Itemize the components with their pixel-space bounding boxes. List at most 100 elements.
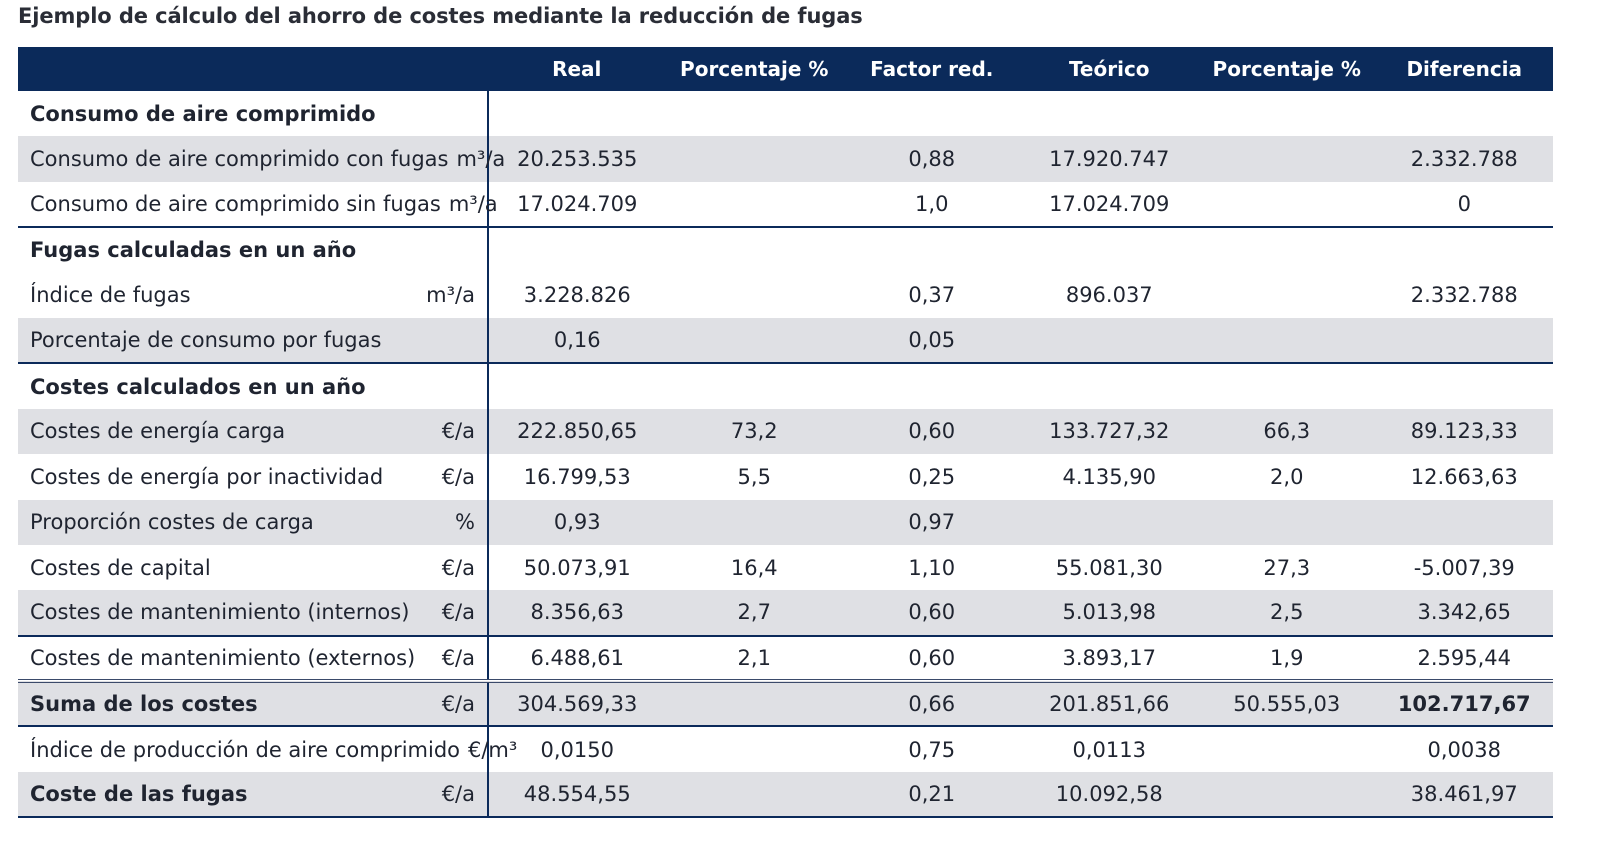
cell-real: 16.799,53 <box>488 454 666 500</box>
table-row: Proporción costes de carga% 0,93 0,97 <box>18 499 1553 545</box>
cell-factor <box>843 227 1021 273</box>
row-label: Porcentaje de consumo por fugas <box>30 328 382 353</box>
cell-percent-real <box>665 771 843 819</box>
cell-theoretical: 133.727,32 <box>1020 408 1198 455</box>
row-label-cell: Suma de los costes €/a <box>18 679 489 727</box>
cell-factor: 0,97 <box>843 499 1021 545</box>
cell-factor: 0,25 <box>843 454 1021 500</box>
cell-factor: 0,21 <box>843 771 1021 819</box>
table-row: Costes de capital €/a 50.073,91 16,4 1,10… <box>18 544 1553 591</box>
cell-difference: 89.123,33 <box>1375 408 1553 455</box>
cell-factor: 1,10 <box>843 544 1021 591</box>
header-cell-difference: Diferencia <box>1406 57 1523 81</box>
row-label: Coste de las fugas <box>30 782 248 807</box>
row-unit: m³/a <box>448 191 498 216</box>
cell-percent-real <box>665 227 843 273</box>
cell-difference: 2.595,44 <box>1375 635 1553 682</box>
cell-percent-real: 2,1 <box>665 635 843 682</box>
table-row: Porcentaje de consumo por fugas 0,16 0,0… <box>18 317 1553 365</box>
cell-real: 48.554,55 <box>488 771 666 819</box>
cell-theoretical: 3.893,17 <box>1020 635 1198 682</box>
cell-factor: 1,0 <box>843 181 1021 229</box>
cell-percent-theoretical: 27,3 <box>1198 544 1376 591</box>
row-label: Costes calculados en un año <box>30 374 366 399</box>
row-label: Costes de energía carga <box>30 419 286 444</box>
sum-row: Suma de los costes €/a 304.569,33 0,66 20… <box>18 679 1553 727</box>
cell-theoretical: 0,0113 <box>1020 725 1198 772</box>
cell-theoretical <box>1020 499 1198 545</box>
cell-percent-theoretical <box>1198 181 1376 229</box>
row-label: Proporción costes de carga <box>30 510 314 535</box>
cell-real: 0,93 <box>488 499 666 545</box>
cell-difference: 2.332.788 <box>1375 272 1553 318</box>
cell-factor: 0,66 <box>843 679 1021 727</box>
row-label-cell: Costes de mantenimiento (internos) €/a <box>18 590 489 637</box>
cell-percent-theoretical <box>1198 771 1376 819</box>
cell-percent-theoretical: 2,0 <box>1198 454 1376 500</box>
cell-real: 222.850,65 <box>488 408 666 455</box>
cell-difference: 0,0038 <box>1375 725 1553 772</box>
table-row: Índice de fugas m³/a 3.228.826 0,37 896.0… <box>18 272 1553 318</box>
cell-real <box>488 363 666 409</box>
cell-factor <box>843 363 1021 409</box>
cell-difference: 3.342,65 <box>1375 590 1553 637</box>
row-label: Consumo de aire comprimido con fugas <box>30 147 449 172</box>
row-label-cell: Costes de energía carga €/a <box>18 408 489 455</box>
cell-theoretical: 896.037 <box>1020 272 1198 318</box>
row-label: Costes de mantenimiento (externos) <box>30 645 416 670</box>
cost-savings-table: Real Porcentaje % Factor red. Teórico Po… <box>18 47 1553 819</box>
cell-difference <box>1375 499 1553 545</box>
table-row: Costes de energía carga €/a 222.850,65 73… <box>18 408 1553 455</box>
header-cell-factor: Factor red. <box>870 57 994 81</box>
header-cell-percent-theoretical: Porcentaje % <box>1212 57 1361 81</box>
cell-theoretical: 10.092,58 <box>1020 771 1198 819</box>
cell-percent-real <box>665 91 843 137</box>
row-unit: €/a <box>441 419 475 444</box>
cell-percent-theoretical: 50.555,03 <box>1198 679 1376 727</box>
cell-real: 0,16 <box>488 317 666 365</box>
row-label-cell: Fugas calculadas en un año <box>18 227 489 273</box>
header-cell-real: Real <box>552 57 602 81</box>
table-title: Ejemplo de cálculo del ahorro de costes … <box>18 4 863 28</box>
cell-real: 304.569,33 <box>488 679 666 727</box>
row-label: Costes de mantenimiento (internos) <box>30 600 410 625</box>
section-row: Fugas calculadas en un año <box>18 227 1553 273</box>
cell-theoretical: 17.920.747 <box>1020 136 1198 182</box>
cell-percent-theoretical <box>1198 272 1376 318</box>
header-row: Real Porcentaje % Factor red. Teórico Po… <box>18 47 1553 91</box>
cell-theoretical: 201.851,66 <box>1020 679 1198 727</box>
cell-theoretical <box>1020 317 1198 365</box>
cell-difference-total: 102.717,67 <box>1375 679 1553 727</box>
cell-theoretical: 55.081,30 <box>1020 544 1198 591</box>
row-label: Índice de producción de aire comprimido <box>30 737 460 762</box>
row-label-cell: Costes calculados en un año <box>18 363 489 409</box>
cell-percent-real: 16,4 <box>665 544 843 591</box>
cell-percent-theoretical <box>1198 725 1376 772</box>
cell-real <box>488 227 666 273</box>
cell-percent-theoretical: 1,9 <box>1198 635 1376 682</box>
cell-percent-real <box>665 317 843 365</box>
row-unit: m³/a <box>456 147 506 172</box>
cell-real: 20.253.535 <box>488 136 666 182</box>
cell-factor: 0,75 <box>843 725 1021 772</box>
row-label: Consumo de aire comprimido <box>30 101 376 126</box>
cell-difference <box>1375 227 1553 273</box>
cell-percent-real <box>665 363 843 409</box>
row-label-cell: Costes de energía por inactividad €/a <box>18 454 489 500</box>
row-label-cell: Índice de producción de aire comprimido €… <box>18 725 517 772</box>
row-label-cell: Costes de capital €/a <box>18 544 489 591</box>
cell-percent-real: 5,5 <box>665 454 843 500</box>
table-row: Costes de energía por inactividad €/a 16.… <box>18 454 1553 500</box>
cell-difference: -5.007,39 <box>1375 544 1553 591</box>
row-label-cell: Porcentaje de consumo por fugas <box>18 317 489 365</box>
row-label-cell: Coste de las fugas €/a <box>18 771 489 819</box>
cell-factor: 0,05 <box>843 317 1021 365</box>
cell-difference <box>1375 91 1553 137</box>
cell-factor: 0,60 <box>843 408 1021 455</box>
row-unit: m³/a <box>426 283 475 308</box>
row-label: Costes de capital <box>30 555 211 580</box>
cell-percent-theoretical: 66,3 <box>1198 408 1376 455</box>
cell-difference: 0 <box>1375 181 1553 229</box>
row-unit: €/a <box>441 645 475 670</box>
cell-difference <box>1375 363 1553 409</box>
